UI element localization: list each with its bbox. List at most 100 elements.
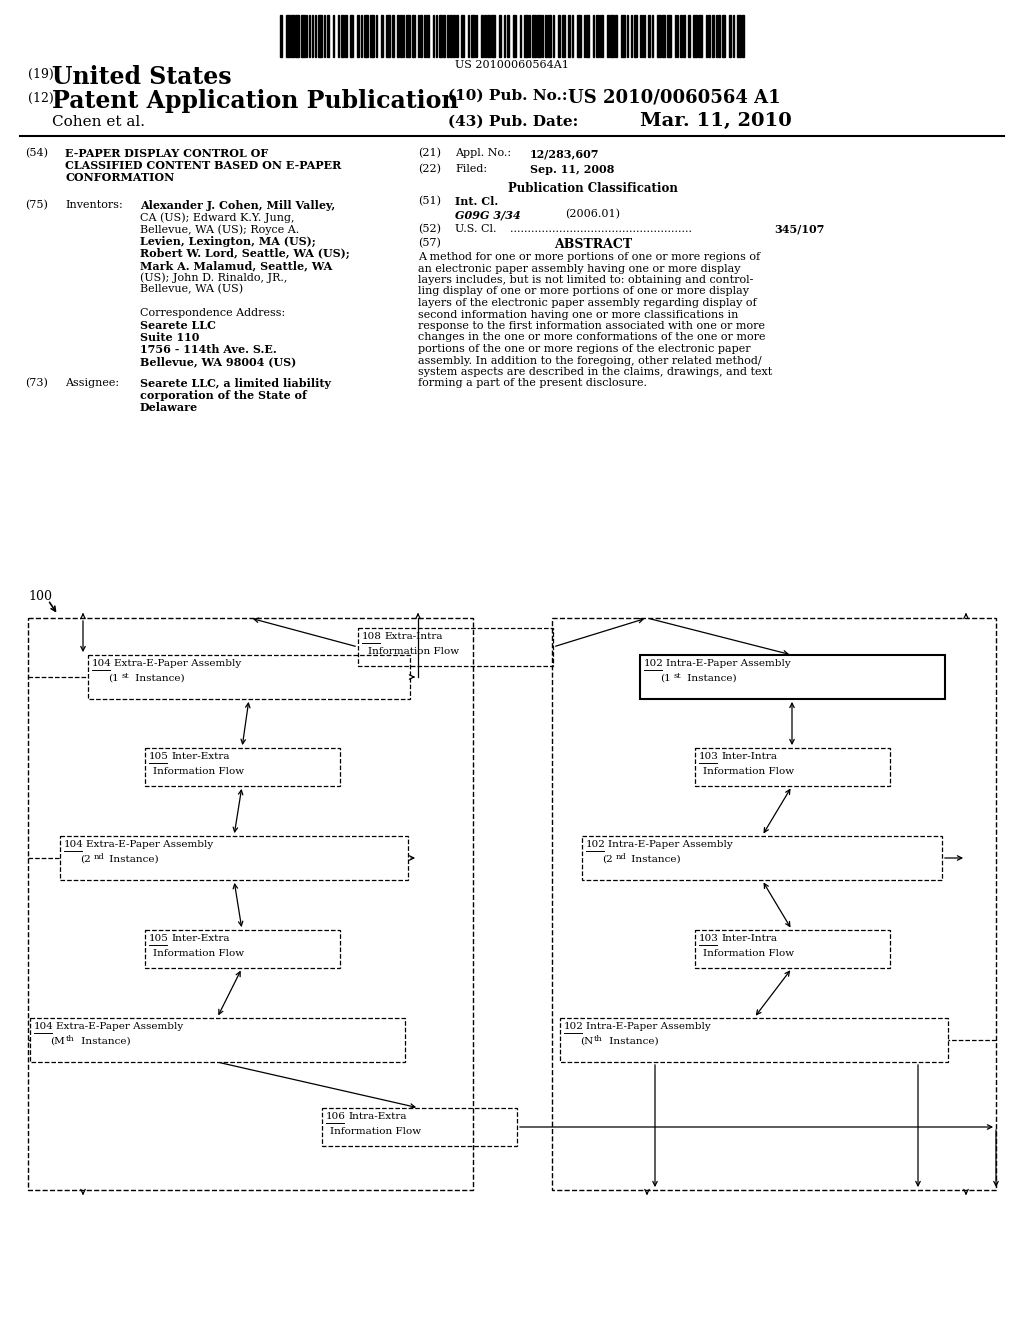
Bar: [560, 1018, 948, 1063]
Bar: [729, 15, 731, 57]
Bar: [607, 15, 609, 57]
Bar: [487, 15, 490, 57]
Text: 102: 102: [586, 840, 606, 849]
Bar: [301, 15, 305, 57]
Bar: [695, 931, 890, 968]
Text: (2006.01): (2006.01): [565, 209, 620, 219]
Text: (21): (21): [418, 148, 441, 158]
Text: Instance): Instance): [606, 1038, 658, 1045]
Bar: [680, 15, 682, 57]
Text: Information Flow: Information Flow: [330, 1127, 421, 1137]
Text: US 20100060564A1: US 20100060564A1: [455, 59, 569, 70]
Text: (2: (2: [602, 855, 612, 865]
Bar: [484, 15, 486, 57]
Bar: [28, 618, 473, 1191]
Bar: [286, 15, 290, 57]
Text: an electronic paper assembly having one or more display: an electronic paper assembly having one …: [418, 264, 740, 273]
Bar: [420, 15, 422, 57]
Text: ling display of one or more portions of one or more display: ling display of one or more portions of …: [418, 286, 749, 297]
Text: corporation of the State of: corporation of the State of: [140, 389, 307, 401]
Text: Inventors:: Inventors:: [65, 201, 123, 210]
Text: 104: 104: [92, 659, 112, 668]
Text: Correspondence Address:: Correspondence Address:: [140, 308, 286, 318]
Bar: [601, 15, 603, 57]
Text: Instance): Instance): [684, 675, 736, 682]
Bar: [718, 15, 720, 57]
Text: Mar. 11, 2010: Mar. 11, 2010: [640, 112, 792, 129]
Bar: [552, 618, 996, 1191]
Text: (12): (12): [28, 92, 53, 106]
Text: Suite 110: Suite 110: [140, 333, 200, 343]
Text: 106: 106: [326, 1111, 346, 1121]
Text: (73): (73): [25, 378, 48, 388]
Bar: [291, 15, 294, 57]
Bar: [364, 15, 368, 57]
Bar: [667, 15, 671, 57]
Text: Instance): Instance): [106, 855, 159, 865]
Text: (43) Pub. Date:: (43) Pub. Date:: [449, 115, 579, 129]
Bar: [562, 15, 565, 57]
Text: changes in the one or more conformations of the one or more: changes in the one or more conformations…: [418, 333, 766, 342]
Text: (52): (52): [418, 224, 441, 235]
Text: Bellevue, WA (US): Bellevue, WA (US): [140, 284, 243, 294]
Text: Cohen et al.: Cohen et al.: [52, 115, 145, 129]
Text: 105: 105: [150, 752, 169, 762]
Bar: [358, 628, 553, 667]
Bar: [370, 15, 374, 57]
Text: Intra-E-Paper Assembly: Intra-E-Paper Assembly: [666, 659, 791, 668]
Bar: [88, 655, 410, 700]
Text: Extra-E-Paper Assembly: Extra-E-Paper Assembly: [86, 840, 213, 849]
Bar: [295, 15, 299, 57]
Text: Inter-Intra: Inter-Intra: [721, 752, 777, 762]
Text: 345/107: 345/107: [774, 224, 825, 235]
Bar: [490, 15, 495, 57]
Text: system aspects are described in the claims, drawings, and text: system aspects are described in the clai…: [418, 367, 772, 378]
Text: Filed:: Filed:: [455, 164, 487, 174]
Bar: [712, 15, 714, 57]
Text: (22): (22): [418, 164, 441, 174]
Text: ....................................................: ........................................…: [510, 224, 692, 234]
Bar: [610, 15, 614, 57]
Text: Levien, Lexington, MA (US);: Levien, Lexington, MA (US);: [140, 236, 315, 247]
Text: (1: (1: [108, 675, 119, 682]
Text: assembly. In addition to the foregoing, other related method/: assembly. In addition to the foregoing, …: [418, 355, 762, 366]
Bar: [548, 15, 551, 57]
Text: 100: 100: [28, 590, 52, 603]
Text: 102: 102: [644, 659, 664, 668]
Text: Assignee:: Assignee:: [65, 378, 119, 388]
Text: US 2010/0060564 A1: US 2010/0060564 A1: [568, 88, 780, 107]
Text: Int. Cl.: Int. Cl.: [455, 195, 499, 207]
Bar: [424, 15, 426, 57]
Text: Information Flow: Information Flow: [153, 767, 244, 776]
Bar: [60, 836, 408, 880]
Text: 104: 104: [34, 1022, 54, 1031]
Bar: [471, 15, 475, 57]
Text: (N: (N: [580, 1038, 593, 1045]
Text: th: th: [594, 1035, 603, 1043]
Text: (19): (19): [28, 69, 53, 81]
Text: (10) Pub. No.:: (10) Pub. No.:: [449, 88, 567, 103]
Bar: [568, 15, 570, 57]
Bar: [545, 15, 547, 57]
Bar: [322, 1107, 517, 1146]
Text: Intra-Extra: Intra-Extra: [348, 1111, 407, 1121]
Text: ABSTRACT: ABSTRACT: [554, 238, 632, 251]
Bar: [427, 15, 429, 57]
Bar: [406, 15, 410, 57]
Bar: [499, 15, 501, 57]
Bar: [280, 15, 282, 57]
Bar: [400, 15, 402, 57]
Text: response to the first information associated with one or more: response to the first information associ…: [418, 321, 765, 331]
Bar: [634, 15, 637, 57]
Text: (1: (1: [660, 675, 671, 682]
Bar: [412, 15, 415, 57]
Bar: [532, 15, 536, 57]
Bar: [145, 748, 340, 785]
Text: A method for one or more portions of one or more regions of: A method for one or more portions of one…: [418, 252, 760, 261]
Bar: [708, 15, 710, 57]
Text: 103: 103: [699, 935, 719, 942]
Bar: [507, 15, 509, 57]
Text: 108: 108: [362, 632, 382, 642]
Text: Bellevue, WA 98004 (US): Bellevue, WA 98004 (US): [140, 356, 296, 367]
Bar: [513, 15, 516, 57]
